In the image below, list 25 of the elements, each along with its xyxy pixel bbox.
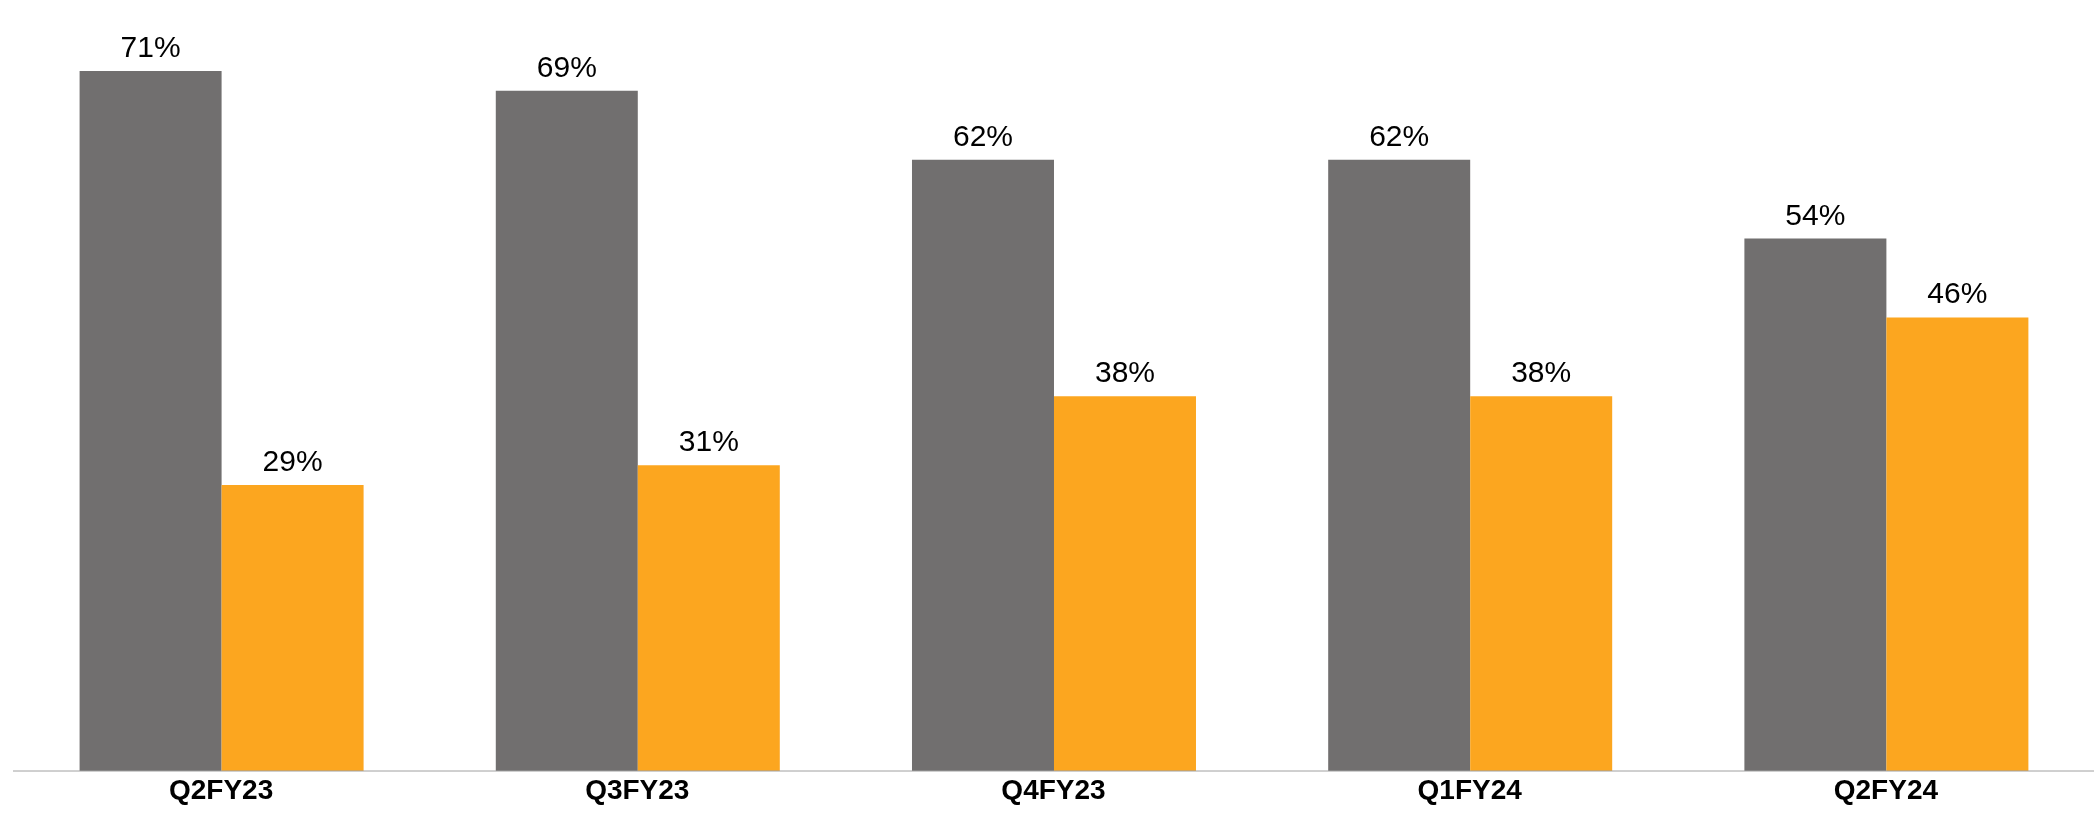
data-label: 71% xyxy=(120,30,181,63)
bar xyxy=(637,465,780,771)
data-label: 62% xyxy=(1369,118,1430,152)
bar xyxy=(1744,238,1887,771)
data-label: 54% xyxy=(1785,197,1846,231)
bar xyxy=(79,71,222,771)
data-label: 38% xyxy=(1094,355,1156,389)
bar xyxy=(221,485,364,771)
data-label: 31% xyxy=(678,424,739,458)
data-label: 62% xyxy=(952,118,1014,152)
bar xyxy=(1328,159,1471,771)
bar xyxy=(911,159,1054,771)
bar xyxy=(1886,317,2029,771)
data-label: 38% xyxy=(1511,355,1572,389)
x-tick-label: Q2FY24 xyxy=(1833,773,1939,805)
data-label: 29% xyxy=(262,444,323,478)
data-label: 69% xyxy=(536,49,597,83)
bar xyxy=(1053,396,1196,771)
data-label: 46% xyxy=(1927,276,1988,310)
x-tick-label: Q1FY24 xyxy=(1417,773,1523,805)
x-tick-label: Q2FY23 xyxy=(168,773,274,805)
x-tick-label: Q3FY23 xyxy=(585,773,690,805)
bar xyxy=(1470,396,1613,771)
x-tick-label: Q4FY23 xyxy=(1001,773,1106,805)
bar xyxy=(495,90,638,771)
